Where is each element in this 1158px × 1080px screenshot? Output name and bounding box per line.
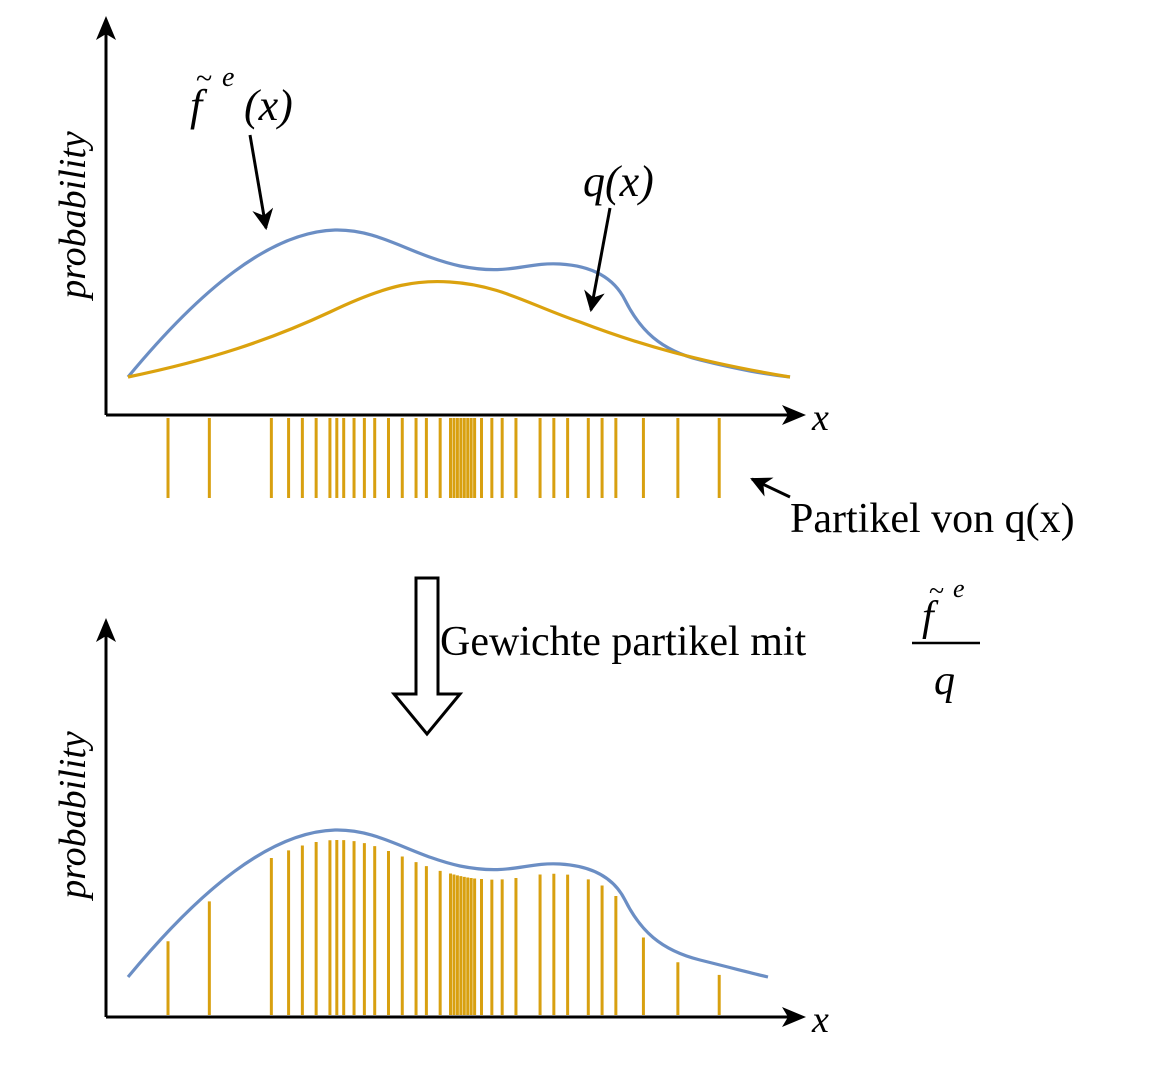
q-label: q(x): [583, 157, 654, 206]
bottom-xlabel: x: [811, 999, 829, 1041]
f-label-tilde: ~: [196, 62, 212, 95]
fraction-numerator-tilde: ~: [929, 576, 944, 607]
fraction-numerator-sup: e: [953, 574, 965, 603]
q-label-arrow: [584, 207, 612, 313]
particles-label-arrow: [750, 477, 791, 499]
down-arrow: [390, 576, 464, 737]
top-panel: probability x f ~ e (x) q(x) Partikel vo…: [52, 16, 1075, 542]
top-xlabel: x: [811, 397, 829, 439]
transition-text: Gewichte partikel mit: [440, 619, 807, 665]
fraction-denominator: q: [934, 658, 955, 704]
top-x-axis-arrowhead: [782, 405, 806, 425]
f-label: f ~ e (x): [190, 62, 293, 130]
bottom-panel: probability x: [52, 618, 829, 1041]
bottom-ylabel: probability: [52, 731, 94, 902]
f-curve-bottom: [126, 828, 769, 979]
f-label-arrow: [248, 134, 274, 231]
f-label-sup: e: [222, 62, 234, 93]
bottom-x-axis-arrowhead: [782, 1007, 806, 1027]
transition: Gewichte partikel mit f ~ e q: [390, 574, 980, 737]
f-curve-top: [126, 228, 791, 379]
weight-fraction: f ~ e q: [912, 574, 980, 704]
top-y-axis-arrowhead: [96, 16, 116, 40]
top-particles: [166, 418, 721, 498]
top-ylabel: probability: [52, 131, 94, 302]
bottom-particles: [166, 839, 721, 1015]
q-curve-top: [127, 279, 791, 379]
f-label-arg: (x): [244, 81, 293, 130]
bottom-y-axis-arrowhead: [96, 618, 116, 642]
particles-label: Partikel von q(x): [790, 496, 1075, 542]
